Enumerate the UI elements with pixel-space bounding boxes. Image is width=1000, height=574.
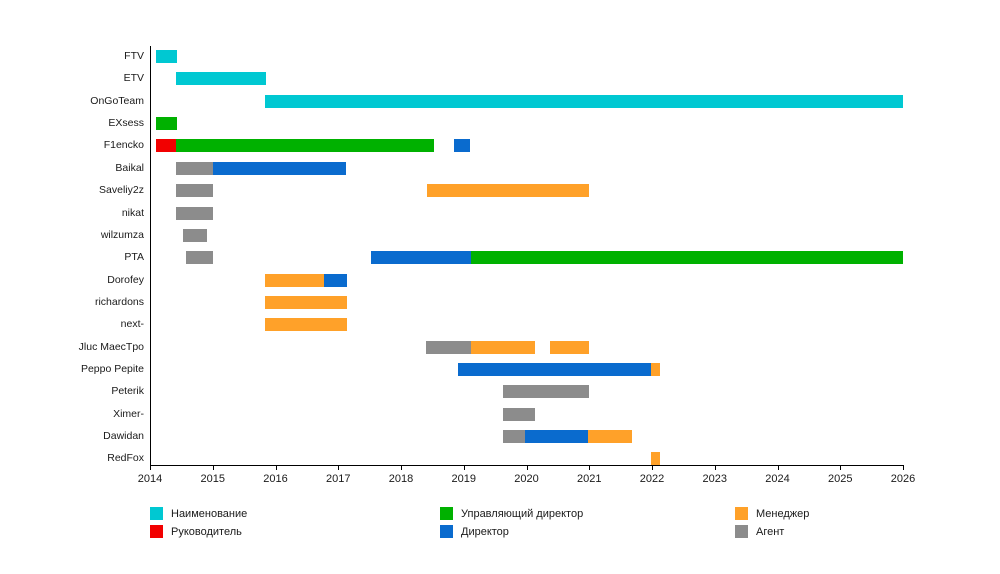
gantt-bar-manager[interactable] — [264, 295, 348, 309]
x-tick-label: 2017 — [326, 473, 351, 485]
gantt-bar-agent[interactable] — [175, 184, 214, 198]
gantt-bar-director[interactable] — [212, 161, 347, 175]
gantt-bar-manager[interactable] — [651, 452, 660, 466]
gantt-bar-manager[interactable] — [264, 318, 348, 332]
x-tick — [150, 465, 151, 470]
gantt-bar-md[interactable] — [156, 117, 177, 131]
gantt-bar-agent[interactable] — [175, 161, 213, 175]
x-tick — [338, 465, 340, 470]
row-label: RedFox — [107, 452, 144, 465]
row-label: OnGoTeam — [90, 94, 144, 107]
legend-swatch-manager — [735, 507, 748, 520]
row-label: Baikal — [115, 161, 144, 174]
gantt-bar-director[interactable] — [370, 251, 471, 265]
row-label: Jluc MaecTpo — [78, 340, 144, 353]
legend-label: Менеджер — [756, 508, 810, 520]
x-tick-label: 2021 — [577, 473, 602, 485]
row-label: Peterik — [111, 385, 144, 398]
x-tick-label: 2022 — [639, 473, 665, 485]
gantt-bar-manager[interactable] — [549, 340, 590, 354]
gantt-bar-manager[interactable] — [651, 363, 660, 377]
row-label: FTV — [124, 50, 144, 62]
row-label: Dorofey — [107, 273, 144, 286]
gantt-bar-manager[interactable] — [470, 340, 535, 354]
x-tick — [840, 465, 842, 470]
legend-swatch-agent — [735, 525, 748, 538]
gantt-bar-director[interactable] — [323, 273, 348, 287]
gantt-bar-manager[interactable] — [264, 273, 324, 287]
gantt-bar-md[interactable] — [175, 139, 434, 153]
x-tick — [275, 465, 277, 470]
gantt-bar-name[interactable] — [264, 94, 903, 108]
x-tick-label: 2015 — [200, 473, 225, 485]
x-tick — [652, 465, 653, 470]
gantt-bar-director[interactable] — [524, 430, 588, 444]
x-tick-label: 2016 — [263, 473, 288, 485]
legend-label: Наименование — [171, 508, 248, 520]
row-label: Peppo Pepite — [80, 363, 144, 376]
gantt-bar-md[interactable] — [470, 251, 903, 265]
row-label: Saveliy2z — [99, 184, 144, 197]
y-axis-line — [150, 46, 151, 465]
gantt-bar-director[interactable] — [454, 139, 471, 153]
row-label: Ximer- — [113, 407, 144, 420]
gantt-bar-name[interactable] — [156, 50, 177, 63]
row-label: EXsess — [108, 117, 144, 130]
x-tick-label: 2020 — [514, 473, 539, 485]
legend-label: Директор — [461, 526, 509, 538]
x-tick-label: 2019 — [451, 473, 476, 485]
row-label: Dawidan — [103, 430, 144, 443]
gantt-bar-agent[interactable] — [175, 206, 214, 220]
x-tick-label: 2024 — [765, 473, 790, 485]
legend-label: Руководитель — [171, 526, 242, 538]
gantt-bar-agent[interactable] — [185, 251, 213, 265]
x-tick-label: 2023 — [702, 473, 727, 485]
gantt-bar-director[interactable] — [458, 363, 652, 377]
legend-swatch-director — [440, 525, 453, 538]
row-label: PTA — [124, 251, 144, 264]
legend-swatch-md — [440, 507, 453, 520]
x-tick-label: 2026 — [890, 473, 916, 485]
x-tick-label: 2025 — [828, 473, 853, 485]
x-tick — [463, 465, 465, 470]
x-tick — [903, 465, 904, 470]
row-label: ETV — [123, 72, 144, 85]
gantt-bar-head[interactable] — [156, 139, 176, 153]
row-label: nikat — [121, 206, 144, 219]
gantt-bar-agent[interactable] — [502, 385, 590, 399]
gantt-bar-agent[interactable] — [183, 228, 208, 242]
row-label: F1encko — [103, 139, 144, 152]
x-tick — [401, 465, 402, 470]
legend-label: Управляющий директор — [461, 508, 584, 520]
gantt-bar-manager[interactable] — [587, 430, 632, 444]
x-tick — [526, 465, 528, 470]
legend-swatch-head — [150, 525, 163, 538]
x-tick — [589, 465, 591, 470]
x-tick — [714, 465, 716, 470]
row-label: next- — [120, 318, 144, 331]
legend-label: Агент — [756, 526, 785, 538]
gantt-bar-agent[interactable] — [426, 340, 471, 354]
x-tick-label: 2014 — [137, 473, 163, 485]
legend-swatch-name — [150, 507, 163, 520]
row-label: richardons — [94, 295, 144, 308]
gantt-bar-agent[interactable] — [502, 430, 525, 444]
row-label: wilzumza — [100, 228, 144, 241]
gantt-bar-manager[interactable] — [426, 184, 590, 198]
x-tick — [212, 465, 214, 470]
gantt-bar-agent[interactable] — [502, 407, 535, 421]
x-tick — [777, 465, 779, 470]
gantt-bar-name[interactable] — [175, 72, 267, 86]
x-tick-label: 2018 — [388, 473, 414, 485]
